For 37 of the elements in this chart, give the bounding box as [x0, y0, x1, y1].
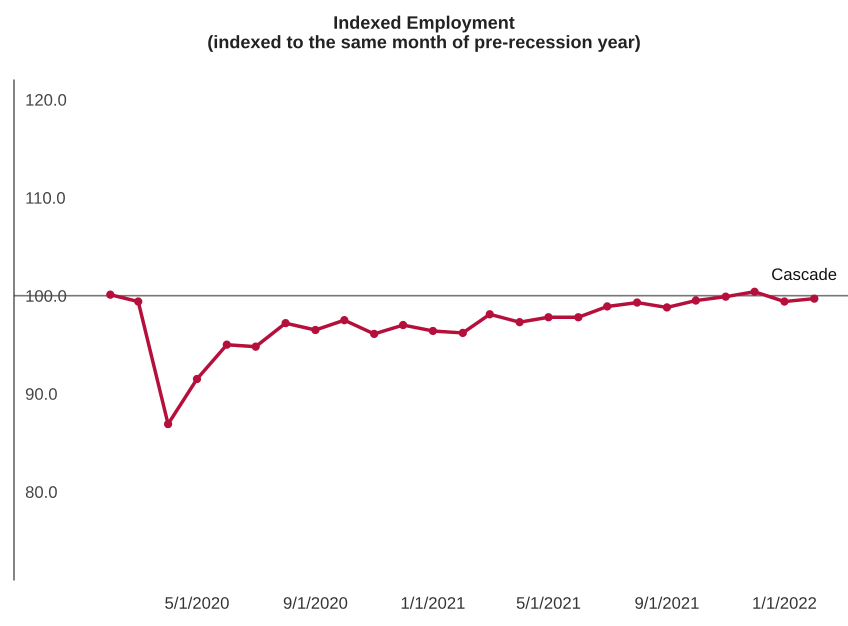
point [222, 340, 231, 349]
y-tick-label: 80.0 [26, 486, 57, 498]
point [780, 297, 789, 306]
point [134, 297, 142, 306]
x-tick-label: 9/1/2020 [284, 596, 348, 609]
point [164, 420, 172, 428]
point [750, 288, 759, 296]
point [370, 330, 378, 338]
point [311, 326, 320, 334]
point [458, 328, 467, 338]
x-tick-label: 5/1/2021 [516, 596, 580, 609]
point [722, 292, 730, 301]
point [603, 302, 612, 311]
chart-title: Indexed Employment (indexed to the same month of pre-recession year) [208, 16, 640, 52]
y-tick-label: 120.0 [26, 94, 66, 106]
series-label: Cascade [772, 268, 836, 280]
x-tick-label: 1/1/2022 [753, 596, 816, 609]
point [192, 374, 202, 384]
x-tick-label: 1/1/2021 [402, 596, 465, 609]
point [574, 313, 583, 322]
y-tick-label: 90.0 [26, 388, 57, 400]
x-tick-label: 9/1/2021 [635, 596, 699, 609]
point [428, 326, 438, 336]
point [281, 318, 290, 328]
point [398, 320, 408, 330]
y-tick-label: 110.0 [26, 192, 65, 204]
point [692, 296, 700, 305]
point [340, 316, 348, 324]
point [632, 298, 642, 307]
point [810, 294, 818, 303]
point [486, 310, 494, 318]
point [252, 342, 260, 351]
point [106, 290, 114, 299]
x-tick-label: 5/1/2020 [165, 596, 229, 609]
point [515, 318, 524, 326]
point [544, 313, 553, 322]
point [662, 303, 672, 312]
